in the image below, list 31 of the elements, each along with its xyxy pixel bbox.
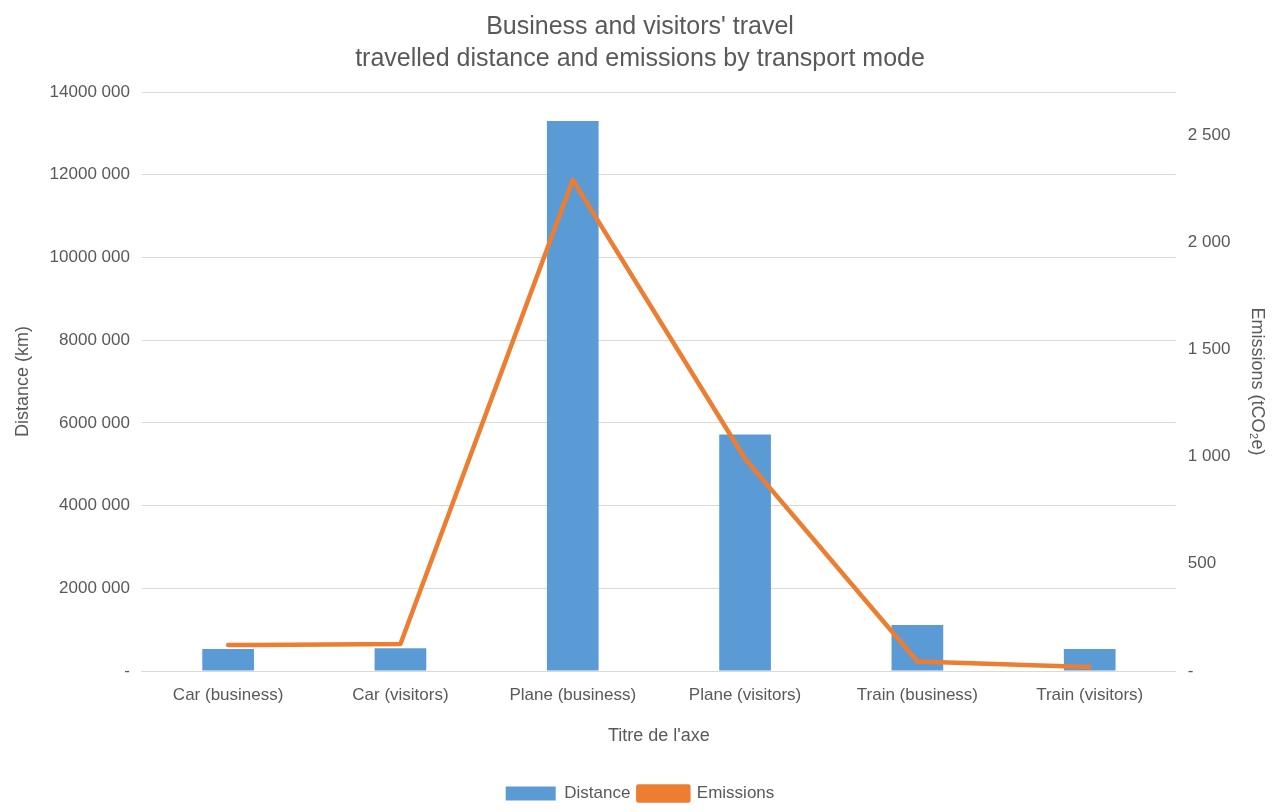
bar: [202, 649, 254, 671]
x-tick-label: Train (business): [856, 684, 979, 704]
chart-title: Business and visitors' travel: [486, 10, 794, 39]
y-axis-title: Distance (km): [11, 325, 32, 438]
legend-label: Distance: [564, 783, 631, 803]
y2-tick-label: 1 000: [1187, 446, 1231, 466]
y-tick-label: 8000 000: [59, 329, 130, 349]
y2-tick-label: 2 000: [1187, 231, 1231, 251]
x-tick-label: Car (visitors): [352, 684, 449, 704]
y-tick-label: 12000 000: [49, 164, 130, 184]
bar: [546, 120, 599, 671]
x-tick-label: Plane (visitors): [688, 684, 802, 704]
y2-tick-label: 2 500: [1187, 124, 1231, 144]
y-tick-label: 2000 000: [59, 577, 130, 597]
y2-tick-label: 1 500: [1187, 339, 1231, 359]
bar: [719, 434, 771, 671]
y-tick-label: 4000 000: [59, 495, 130, 515]
y2-tick-label: -: [1187, 660, 1194, 680]
bar: [374, 648, 427, 671]
y-tick-label: -: [124, 660, 130, 680]
y2-tick-label: 500: [1187, 553, 1217, 573]
y-tick-label: 6000 000: [59, 412, 130, 432]
chart-subtitle: travelled distance and emissions by transport mode: [355, 42, 925, 71]
x-tick-label: Plane (business): [509, 684, 637, 704]
x-axis-title: Titre de l'axe: [608, 725, 710, 746]
x-tick-label: Car (business): [172, 684, 284, 704]
legend-label: Emissions: [696, 783, 775, 803]
x-tick-label: Train (visitors): [1036, 684, 1144, 704]
y-tick-label: 10000 000: [49, 247, 130, 267]
y2-axis-title: Emissions (tCO₂e): [1248, 307, 1269, 456]
y-tick-label: 14000 000: [49, 81, 130, 101]
